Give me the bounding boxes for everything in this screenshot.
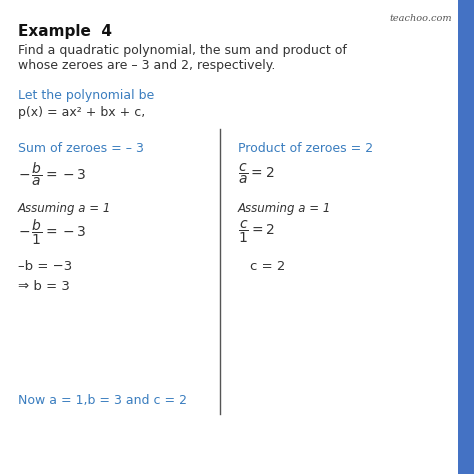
Text: Assuming a = 1: Assuming a = 1	[238, 202, 331, 215]
Bar	[458, 0, 474, 474]
Text: Assuming a = 1: Assuming a = 1	[18, 202, 111, 215]
Text: –b = −3: –b = −3	[18, 260, 72, 273]
Text: $\dfrac{c}{1} = 2$: $\dfrac{c}{1} = 2$	[238, 219, 275, 245]
Text: $\dfrac{c}{a} = 2$: $\dfrac{c}{a} = 2$	[238, 162, 274, 186]
Text: Now a = 1,b = 3 and c = 2: Now a = 1,b = 3 and c = 2	[18, 394, 187, 407]
Text: Example  4: Example 4	[18, 24, 112, 39]
Text: Sum of zeroes = – 3: Sum of zeroes = – 3	[18, 142, 144, 155]
Text: Find a quadratic polynomial, the sum and product of: Find a quadratic polynomial, the sum and…	[18, 44, 347, 57]
Text: c = 2: c = 2	[250, 260, 285, 273]
Text: $-\,\dfrac{b}{a} = -3$: $-\,\dfrac{b}{a} = -3$	[18, 160, 86, 188]
Text: Product of zeroes = 2: Product of zeroes = 2	[238, 142, 373, 155]
Text: ⇒ b = 3: ⇒ b = 3	[18, 280, 70, 293]
Text: p(x) = ax² + bx + c,: p(x) = ax² + bx + c,	[18, 106, 145, 119]
Text: Let the polynomial be: Let the polynomial be	[18, 89, 154, 102]
Text: whose zeroes are – 3 and 2, respectively.: whose zeroes are – 3 and 2, respectively…	[18, 59, 275, 72]
Text: teachoo.com: teachoo.com	[389, 14, 452, 23]
Text: $-\,\dfrac{b}{1} = -3$: $-\,\dfrac{b}{1} = -3$	[18, 218, 86, 246]
